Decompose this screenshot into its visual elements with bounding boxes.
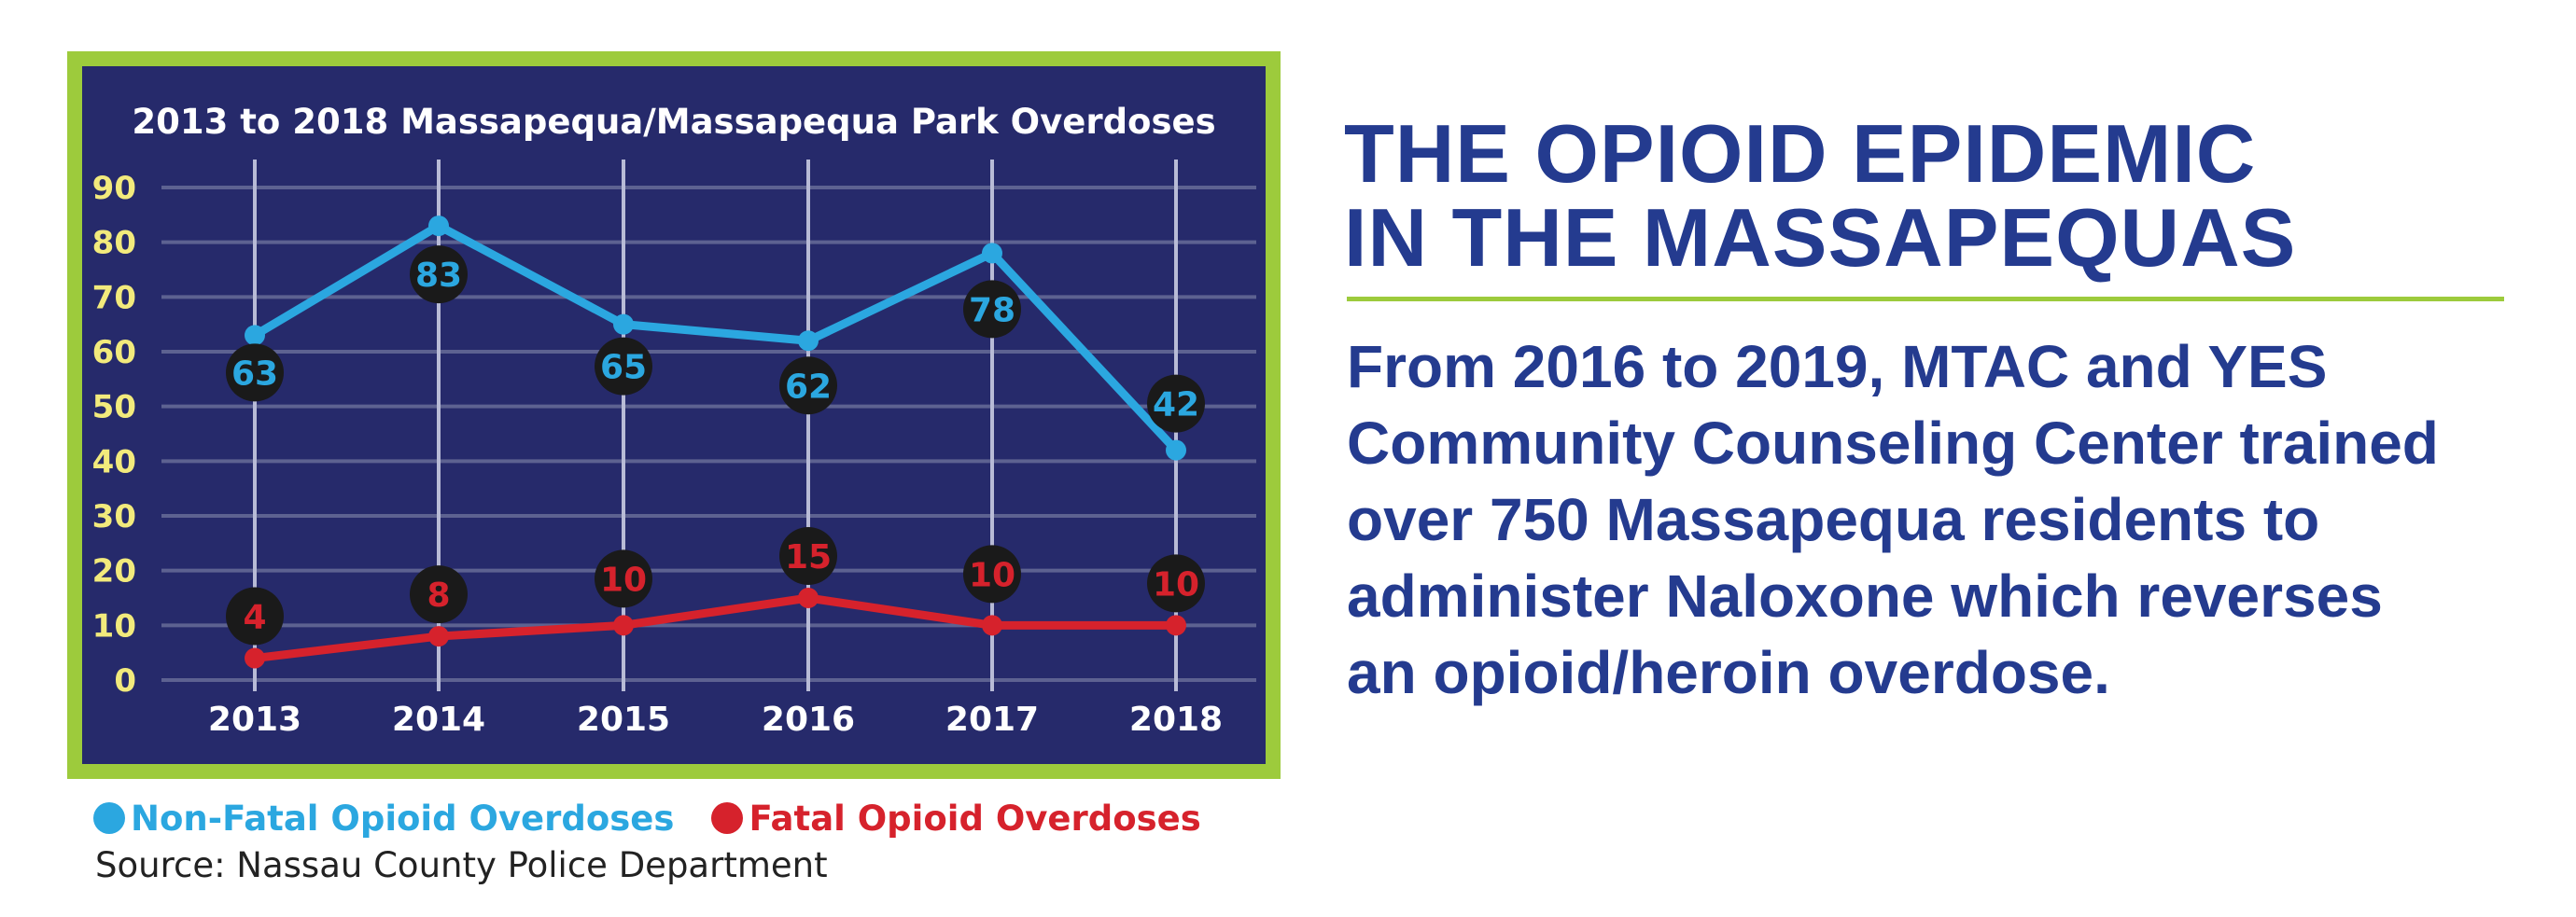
data-label-bubble	[595, 337, 652, 396]
data-label-nonfatal: 63	[231, 354, 278, 393]
data-label-bubble	[226, 343, 284, 402]
legend-dot-nonfatal	[93, 802, 125, 834]
y-tick-label: 60	[92, 334, 136, 371]
point-fatal	[245, 647, 265, 669]
data-label-nonfatal: 65	[600, 349, 647, 387]
data-label-fatal: 10	[600, 561, 647, 599]
point-fatal	[798, 588, 819, 608]
data-label-bubble	[1147, 554, 1205, 613]
point-nonfatal	[982, 243, 1002, 264]
data-label-bubble	[779, 527, 837, 585]
point-nonfatal	[613, 313, 634, 335]
data-label-bubble	[779, 356, 837, 415]
data-label-fatal: 15	[785, 538, 832, 577]
chart-panel: 0 10 20 30 40 50 60 70 80 90 2013 2014 2015 2016 2017 2…	[82, 66, 1266, 764]
body-line-5: an opioid/heroin overdose.	[1347, 639, 2110, 706]
y-tick-label: 50	[92, 389, 136, 426]
legend-dot-fatal	[711, 802, 744, 834]
legend-item-fatal: Fatal Opioid Overdoses	[711, 798, 1201, 839]
data-label-bubble	[1147, 374, 1205, 433]
data-label-fatal: 10	[969, 556, 1015, 594]
headline-line-1: THE OPIOID EPIDEMIC	[1344, 107, 2257, 200]
x-tick-label: 2016	[762, 701, 855, 739]
y-tick-label: 20	[92, 553, 136, 590]
data-label-nonfatal: 78	[969, 291, 1015, 329]
data-label-fatal: 10	[1153, 565, 1199, 604]
headline-line-2: IN THE MASSAPEQUAS	[1344, 191, 2297, 284]
line-chart: 0 10 20 30 40 50 60 70 80 90 2013 2014 2015 2016 2017 2…	[92, 160, 1256, 739]
article-headline: THE OPIOID EPIDEMIC IN THE MASSAPEQUAS	[1344, 112, 2520, 280]
point-fatal	[1166, 615, 1186, 636]
data-label-nonfatal: 83	[415, 257, 462, 295]
data-label-bubble	[963, 545, 1021, 604]
x-tick-label: 2015	[577, 701, 670, 739]
x-tick-label: 2014	[392, 701, 485, 739]
chart-title: 2013 to 2018 Massapequa/Massapequa Park …	[132, 102, 1216, 142]
point-nonfatal	[798, 330, 819, 352]
data-label-fatal: 8	[427, 577, 450, 615]
data-label-fatal: 4	[243, 599, 266, 637]
source-note: Source: Nassau County Police Department	[95, 845, 828, 885]
article-body: From 2016 to 2019, MTAC and YES Communit…	[1347, 328, 2523, 711]
body-line-1: From 2016 to 2019, MTAC and YES	[1347, 333, 2328, 400]
data-label-bubble	[963, 280, 1021, 339]
point-fatal	[428, 626, 449, 647]
point-fatal	[982, 615, 1002, 636]
chart-legend: Non-Fatal Opioid Overdoses Fatal Opioid …	[93, 795, 1239, 841]
data-label-bubble	[226, 587, 284, 646]
point-nonfatal	[245, 325, 265, 346]
y-tick-label: 90	[92, 170, 136, 207]
divider	[1347, 297, 2504, 301]
y-tick-label: 10	[92, 607, 136, 645]
body-line-4: administer Naloxone which reverses	[1347, 563, 2383, 630]
point-nonfatal	[1166, 439, 1186, 461]
x-tick-label: 2018	[1129, 701, 1223, 739]
chart-frame: 0 10 20 30 40 50 60 70 80 90 2013 2014 2015 2016 2017 2…	[67, 51, 1281, 779]
point-fatal	[613, 615, 634, 636]
body-line-2: Community Counseling Center trained	[1347, 410, 2439, 477]
point-nonfatal	[428, 215, 449, 237]
legend-label-nonfatal: Non-Fatal Opioid Overdoses	[131, 798, 675, 839]
series-line-fatal	[250, 593, 1181, 663]
data-label-bubble	[410, 565, 468, 624]
data-label-bubble	[410, 245, 468, 304]
body-line-3: over 750 Massapequa residents to	[1347, 486, 2320, 553]
legend-item-nonfatal: Non-Fatal Opioid Overdoses	[93, 799, 674, 839]
legend-label-fatal: Fatal Opioid Overdoses	[749, 798, 1201, 839]
y-tick-label: 0	[114, 662, 136, 700]
x-tick-label: 2017	[945, 701, 1039, 739]
data-label-nonfatal: 42	[1153, 386, 1199, 424]
y-tick-label: 30	[92, 498, 136, 535]
series-line-nonfatal	[250, 221, 1181, 455]
y-tick-label: 40	[92, 443, 136, 480]
y-tick-label: 80	[92, 225, 136, 262]
data-label-bubble	[595, 549, 652, 608]
data-label-nonfatal: 62	[785, 368, 832, 406]
x-tick-label: 2013	[208, 701, 301, 739]
y-tick-label: 70	[92, 279, 136, 316]
